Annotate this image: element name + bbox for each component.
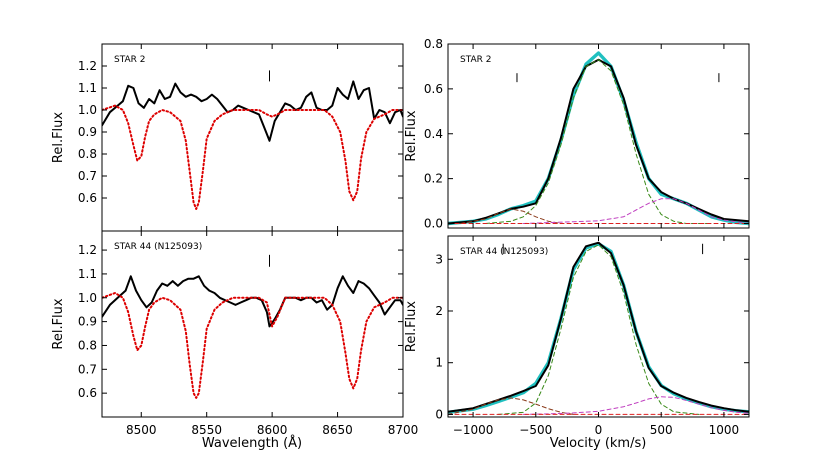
- series-group: [448, 51, 749, 226]
- y-tick-label: 0.9: [78, 125, 97, 139]
- y-tick-label: 0.8: [424, 37, 443, 51]
- axes-frame: [101, 43, 404, 232]
- y-axis-label: Rel.Flux: [404, 301, 419, 353]
- y-tick-label: 1.0: [78, 103, 97, 117]
- y-tick-label: 0.8: [78, 147, 97, 161]
- panel-star44-spectrum: 8500 8550 8600 8650 8700 0.6 0.7 0.8 0.9 1.0 1.1 1.…: [51, 230, 419, 437]
- x-tick-label: 8550: [191, 423, 222, 437]
- series-line: [102, 80, 403, 142]
- series-line: [102, 104, 403, 210]
- series-line: [102, 292, 403, 399]
- y-tick-label: 3: [435, 252, 443, 266]
- left-x-axis-label: Wavelength (Å): [202, 435, 302, 451]
- y-tick-label: 1.2: [78, 59, 97, 73]
- y-tick-label: 0.2: [424, 172, 443, 186]
- y-tick-label: 0.0: [424, 217, 443, 231]
- series-line: [448, 51, 749, 226]
- series-line: [485, 59, 712, 224]
- right-x-axis-label: Velocity (km/s): [550, 436, 647, 451]
- y-tick-label: 1.1: [78, 81, 97, 95]
- series-group: [448, 241, 749, 415]
- panel-title: STAR 44 (N125093): [460, 247, 548, 257]
- x-tick-label: −500: [519, 423, 552, 437]
- y-tick-label: 2: [435, 304, 443, 318]
- x-tick-label: 0: [595, 423, 603, 437]
- axes-frame: [447, 43, 750, 229]
- y-tick-label: 1.1: [78, 267, 97, 281]
- series-line: [448, 242, 749, 414]
- y-tick-label: 0.7: [78, 362, 97, 376]
- y-tick-label: 0.6: [424, 82, 443, 96]
- panel-title: STAR 2: [114, 55, 146, 65]
- series-group: [102, 275, 403, 399]
- series-line: [522, 396, 749, 415]
- panel-star2-velocity: 0.0 0.2 0.4 0.6 0.8 STAR 2 Rel.Flux: [404, 37, 750, 231]
- y-axis-label: Rel.Flux: [51, 298, 66, 350]
- panel-star44-velocity: −1000 −500 0 500 1000 0 1 2 3 STAR 44 (N125093) Re…: [404, 235, 750, 437]
- y-tick-label: 0.4: [424, 127, 443, 141]
- panel-star2-spectrum: 0.6 0.7 0.8 0.9 1.0 1.1 1.2 STAR 2 Rel.Flux: [51, 43, 404, 232]
- y-axis-label: Rel.Flux: [404, 110, 419, 162]
- series-line: [448, 397, 574, 415]
- axes-frame: [101, 230, 404, 418]
- panel-title: STAR 44 (N125093): [114, 242, 202, 252]
- series-line: [448, 58, 749, 225]
- series-line: [448, 241, 749, 413]
- y-tick-label: 0: [435, 407, 443, 421]
- series-group: [102, 80, 403, 210]
- x-tick-label: 8650: [322, 423, 353, 437]
- panel-title: STAR 2: [460, 55, 492, 65]
- y-axis-label: Rel.Flux: [51, 112, 66, 164]
- x-tick-label: −1000: [453, 423, 494, 437]
- y-tick-label: 1.0: [78, 291, 97, 305]
- y-tick-label: 0.7: [78, 169, 97, 183]
- y-tick-label: 0.6: [78, 191, 97, 205]
- x-tick-label: 8500: [126, 423, 157, 437]
- series-line: [102, 275, 403, 328]
- axes-frame: [447, 235, 750, 418]
- y-tick-label: 0.6: [78, 386, 97, 400]
- y-tick-label: 1: [435, 356, 443, 370]
- x-tick-label: 1000: [709, 423, 740, 437]
- series-line: [522, 198, 749, 224]
- x-tick-label: 8600: [257, 423, 288, 437]
- y-tick-label: 0.9: [78, 315, 97, 329]
- y-tick-label: 0.8: [78, 338, 97, 352]
- x-tick-label: 8700: [388, 423, 419, 437]
- y-tick-label: 1.2: [78, 243, 97, 257]
- x-tick-label: 500: [650, 423, 673, 437]
- series-line: [460, 208, 562, 224]
